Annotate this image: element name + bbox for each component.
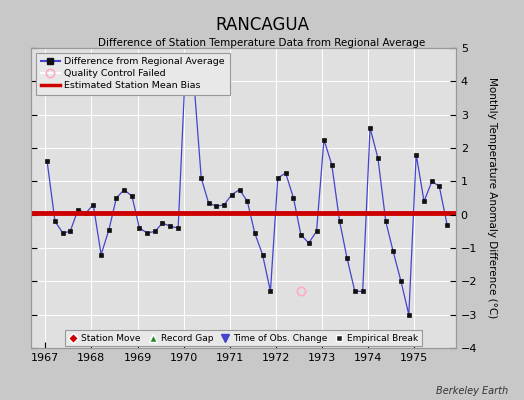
Text: Berkeley Earth: Berkeley Earth: [436, 386, 508, 396]
Y-axis label: Monthly Temperature Anomaly Difference (°C): Monthly Temperature Anomaly Difference (…: [487, 77, 497, 319]
Legend: Station Move, Record Gap, Time of Obs. Change, Empirical Break: Station Move, Record Gap, Time of Obs. C…: [65, 330, 422, 346]
Text: RANCAGUA: RANCAGUA: [215, 16, 309, 34]
Text: Difference of Station Temperature Data from Regional Average: Difference of Station Temperature Data f…: [99, 38, 425, 48]
